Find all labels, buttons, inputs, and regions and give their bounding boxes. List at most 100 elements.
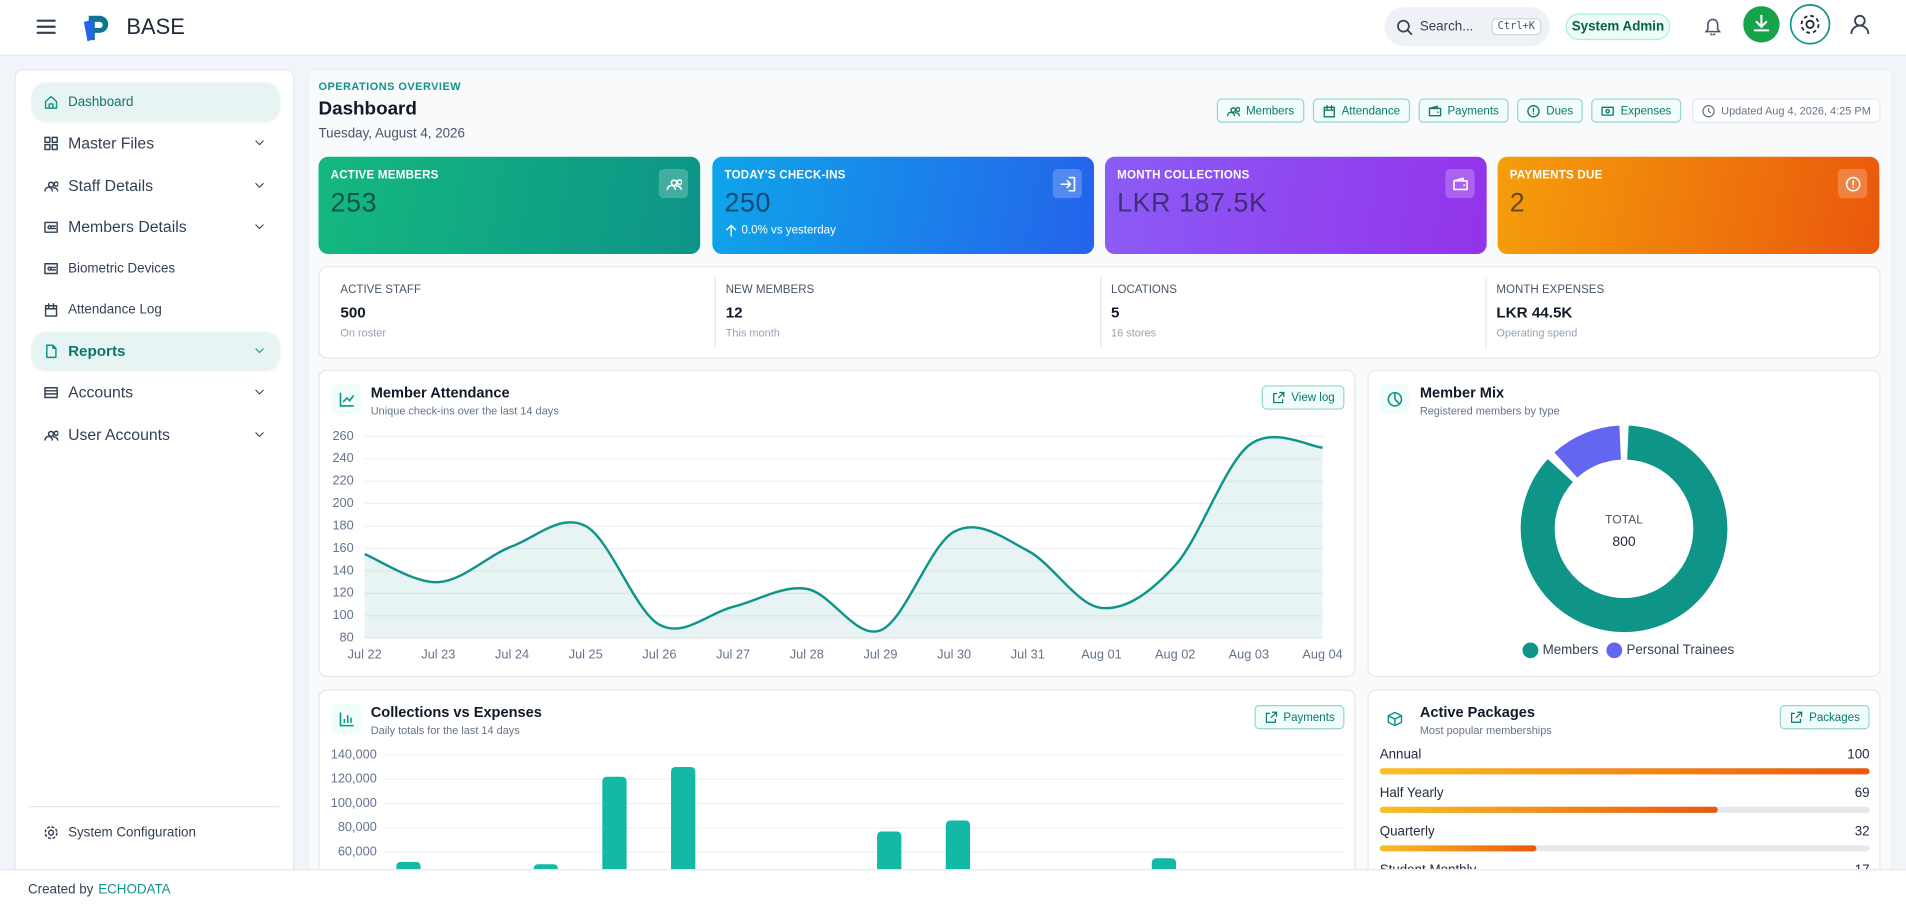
nav-label: Staff Details (68, 176, 153, 195)
action-button[interactable]: Members (1216, 98, 1304, 123)
kpi-value: 2 (1509, 187, 1526, 218)
kpi-glyph (666, 178, 682, 190)
nav-icon (44, 180, 59, 191)
x-tick-label: Jul 30 (937, 647, 971, 662)
y-tick-label: 120 (332, 585, 353, 600)
nav-label: Master Files (68, 133, 155, 152)
kpi-card: PAYMENTS DUE 2 (1497, 156, 1880, 255)
stat-note: Operating spend (1496, 326, 1578, 340)
user-role[interactable]: System Admin (1565, 13, 1671, 41)
icon-path (1845, 176, 1860, 191)
menu-button[interactable] (36, 18, 56, 35)
nav-item[interactable]: Accounts (32, 373, 280, 411)
search-icon (1397, 19, 1413, 35)
footer: Created by ECHODATA (0, 869, 1906, 908)
button-label: Dues (1546, 103, 1574, 118)
icon-path (1323, 104, 1335, 117)
card-icon (331, 703, 362, 734)
nav-item[interactable]: Members Details (32, 208, 280, 246)
divider (29, 805, 280, 808)
button-label: Attendance (1341, 103, 1401, 118)
button-icon (1323, 104, 1335, 117)
eyebrow: OPERATIONS OVERVIEW (318, 80, 462, 93)
nav-item[interactable]: System Configuration (32, 813, 280, 851)
pie-icon (1386, 391, 1402, 407)
download-button[interactable] (1743, 6, 1780, 43)
nav-item[interactable]: Attendance Log (32, 291, 280, 329)
action-button[interactable]: Expenses (1591, 98, 1682, 123)
y-tick-label: 220 (332, 473, 353, 488)
packages-button[interactable]: Packages (1779, 705, 1870, 730)
nav-icon (44, 302, 58, 317)
stat-value: 5 (1111, 303, 1120, 321)
notifications[interactable] (1704, 16, 1722, 36)
kpi-value: 250 (724, 187, 771, 218)
pie-segment (1554, 425, 1622, 479)
action-button[interactable]: Attendance (1312, 98, 1410, 123)
button-icon (1428, 104, 1441, 116)
package-value: 32 (1855, 823, 1870, 838)
icon-path (44, 95, 58, 109)
brand: BASE (126, 14, 185, 39)
stat-note: On roster (340, 326, 386, 340)
center-label: TOTAL (1605, 512, 1643, 526)
icon-path (46, 343, 57, 358)
kpi-glyph (1452, 176, 1468, 190)
icon-path (726, 224, 737, 237)
footer-brand[interactable]: ECHODATA (98, 881, 171, 897)
button-icon (1227, 106, 1240, 116)
package-value: 100 (1847, 746, 1869, 761)
icon-path (1428, 104, 1441, 116)
bar (1379, 845, 1537, 852)
settings-button[interactable] (1789, 4, 1831, 45)
nav-item[interactable]: Dashboard (31, 82, 280, 121)
nav-icon (44, 262, 58, 274)
icon-path (44, 180, 59, 191)
icon-path (1527, 104, 1540, 117)
y-tick-label: 180 (332, 517, 353, 532)
view-log-button[interactable]: View log (1262, 385, 1345, 410)
nav-item[interactable]: Reports (31, 331, 280, 370)
action-button[interactable]: Payments (1418, 98, 1509, 123)
kpi-label: ACTIVE MEMBERS (330, 168, 439, 183)
stat-label: NEW MEMBERS (725, 283, 815, 297)
logo (83, 15, 109, 42)
nav-icon (44, 221, 58, 233)
kpi-icon (1445, 168, 1475, 199)
card-title: Member Attendance (370, 384, 510, 402)
nav-item[interactable]: Master Files (32, 124, 280, 162)
x-tick-label: Aug 04 (1302, 647, 1342, 662)
y-tick-label: 60,000 (338, 844, 377, 859)
action-button[interactable]: Dues (1517, 98, 1583, 123)
payments-button[interactable]: Payments (1254, 705, 1345, 730)
divider (714, 277, 716, 348)
chevron (255, 183, 264, 188)
card-heading: Active Packages Most popular memberships (1420, 704, 1552, 737)
x-tick-label: Jul 28 (790, 647, 824, 662)
nav-item[interactable]: User Accounts (32, 416, 280, 454)
line-series (364, 435, 1323, 633)
nav-label: System Configuration (68, 824, 196, 840)
icon-path (255, 224, 264, 230)
divider (1485, 277, 1487, 348)
bar (1379, 768, 1870, 775)
nav-item[interactable]: Staff Details (32, 167, 280, 205)
nav-item[interactable]: Biometric Devices (32, 249, 280, 287)
nav-icon (46, 343, 57, 358)
icon-path (44, 262, 58, 274)
stat: ACTIVE STAFF 500 On roster (340, 283, 421, 339)
nav-label: Accounts (68, 382, 134, 402)
x-tick-label: Jul 26 (642, 647, 676, 662)
search-box[interactable]: Search... Ctrl+K (1384, 7, 1550, 47)
card-title: Member Mix (1419, 384, 1505, 402)
shortcut-key: Ctrl+K (1491, 18, 1542, 36)
area-fill (364, 437, 1323, 639)
chevron (255, 140, 264, 146)
stat-label: ACTIVE STAFF (340, 283, 422, 297)
profile-button[interactable] (1849, 13, 1871, 35)
kpi-label: MONTH COLLECTIONS (1117, 168, 1250, 183)
page-title: Dashboard (318, 98, 417, 120)
package-label: Half Yearly (1380, 785, 1444, 800)
card-title: Collections vs Expenses (370, 703, 542, 721)
x-tick-label: Aug 02 (1155, 647, 1195, 662)
